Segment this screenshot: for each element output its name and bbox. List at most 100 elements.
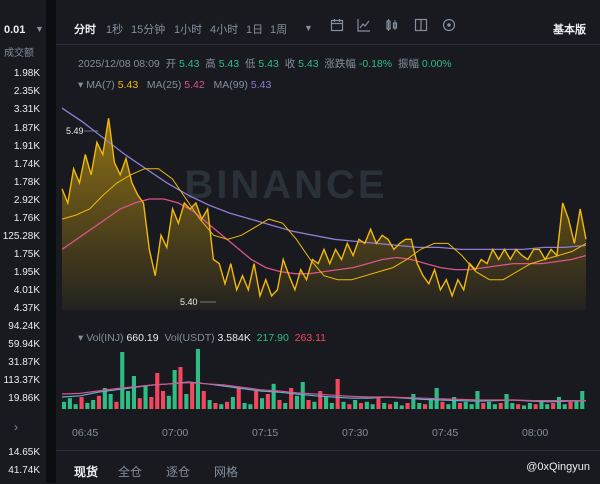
volume-bar: [260, 398, 265, 409]
settings-icon[interactable]: [442, 18, 456, 32]
tab-spot[interactable]: 现货: [74, 465, 99, 479]
volume-bar: [306, 400, 311, 409]
candlestick-icon[interactable]: [385, 18, 399, 32]
time-tick-label: 07:00: [162, 427, 189, 439]
sidebar-volume-value: 1.98K: [13, 68, 40, 79]
sidebar-volume-value: 59.94K: [8, 339, 40, 350]
sidebar-volume-value: 125.28K: [2, 231, 40, 242]
volume-bar: [510, 403, 515, 409]
volume-sidebar: 0.01 ▼ 成交额 1.98K 2.35K 3.31K 1.87K 1.91K 1.74…: [0, 0, 46, 483]
volume-bar: [533, 404, 538, 409]
volume-bar: [382, 403, 387, 409]
volume-bar: [85, 403, 90, 409]
volume-bar: [178, 367, 183, 409]
tab-isolated[interactable]: 逐仓: [166, 465, 191, 479]
volume-bar: [399, 405, 404, 409]
bottom-tabs: 现货 全仓 逐仓 网格 @0xQingyun: [56, 450, 600, 484]
chart-panel: 分时 1秒 15分钟 1小时 4小时 1日 1周 ▼: [56, 0, 600, 483]
volume-bar: [184, 394, 189, 409]
tab-1h[interactable]: 1小时: [174, 24, 203, 36]
volume-bar: [423, 404, 428, 409]
volume-bar: [190, 382, 195, 409]
volume-bar: [283, 403, 288, 409]
ma-legend: ▾ MA(7) 5.43 MA(25) 5.42 MA(99) 5.43: [78, 79, 272, 91]
sidebar-volume-value: 41.74K: [8, 465, 40, 476]
volume-bar: [213, 403, 218, 409]
chevron-down-icon[interactable]: ▼: [35, 24, 44, 34]
volume-bar: [126, 391, 131, 409]
volume-bar: [207, 400, 212, 409]
volume-bar: [67, 398, 72, 409]
basic-version-button[interactable]: 基本版: [553, 24, 586, 36]
volume-bar: [79, 397, 84, 409]
volume-bar: [102, 388, 107, 409]
volume-bar: [120, 352, 125, 409]
volume-bar: [516, 404, 521, 409]
volume-bar: [347, 404, 352, 409]
volume-bar: [388, 404, 393, 409]
layout-icon[interactable]: [414, 18, 428, 32]
indicator-icon[interactable]: [357, 18, 371, 32]
sidebar-volume-value: 2.92K: [13, 195, 40, 206]
datetime: 2025/12/08 08:09: [78, 58, 160, 70]
volume-bar: [527, 403, 532, 409]
volume-bar: [539, 401, 544, 409]
volume-bar: [341, 401, 346, 409]
tab-cross[interactable]: 全仓: [118, 465, 143, 479]
ma25-line: [61, 198, 587, 275]
volume-bar: [370, 404, 375, 409]
sidebar-header: 成交额: [4, 48, 34, 59]
tab-grid[interactable]: 网格: [214, 465, 239, 479]
volume-bar: [265, 394, 270, 409]
volume-bar: [131, 376, 136, 409]
chevron-down-icon[interactable]: ▼: [304, 23, 313, 33]
ma7-line: [61, 168, 587, 281]
volume-bar: [161, 391, 166, 409]
volume-bar: [522, 405, 527, 409]
time-tick-label: 07:15: [252, 427, 279, 439]
calendar-icon[interactable]: [330, 18, 344, 32]
volume-bar: [114, 401, 119, 409]
volume-bar: [335, 379, 340, 409]
volume-bar: [294, 395, 299, 409]
tab-timeline[interactable]: 分时: [74, 24, 96, 36]
volume-bar: [254, 391, 259, 409]
binance-watermark: BINANCE: [184, 163, 387, 207]
tab-4h[interactable]: 4小时: [210, 24, 239, 36]
price-area: [62, 118, 586, 310]
volume-bar: [481, 403, 486, 409]
volume-bar: [236, 388, 241, 409]
volume-bar: [225, 401, 230, 409]
tab-1s[interactable]: 1秒: [106, 24, 124, 36]
volume-bar: [358, 403, 363, 409]
high-marker: 5.49: [66, 126, 84, 136]
ohlc-info: 2025/12/08 08:09 开 5.43 高 5.43 低 5.43 收 …: [78, 58, 452, 70]
tab-1d[interactable]: 1日: [246, 24, 264, 36]
author-credit: @0xQingyun: [526, 461, 590, 473]
time-tick-label: 07:30: [342, 427, 369, 439]
volume-bar: [393, 401, 398, 409]
volume-bar: [219, 404, 224, 409]
volume-bar: [271, 383, 276, 409]
volume-bar: [300, 382, 305, 409]
sidebar-volume-value: 1.75K: [13, 249, 40, 260]
tab-1w[interactable]: 1周: [270, 24, 288, 36]
volume-bar: [318, 391, 323, 409]
volume-bar: [277, 400, 282, 409]
volume-bar: [195, 349, 200, 409]
sidebar-volume-value: 113.37K: [3, 375, 40, 386]
volume-bar: [405, 403, 410, 409]
volume-bar: [172, 370, 177, 409]
precision-value[interactable]: 0.01: [4, 24, 26, 36]
volume-bar: [376, 398, 381, 409]
volume-bar: [324, 397, 329, 409]
sidebar-volume-value: 31.87K: [8, 357, 40, 368]
volume-chart[interactable]: [56, 345, 600, 413]
sidebar-volume-value: 2.35K: [13, 86, 40, 97]
volume-bar: [492, 404, 497, 409]
chevron-right-icon[interactable]: ›: [14, 420, 18, 434]
sidebar-volume-value: 1.91K: [13, 141, 40, 152]
price-chart[interactable]: BINANCE 5.49 5.40: [56, 90, 600, 325]
volume-bar: [149, 397, 154, 409]
tab-15m[interactable]: 15分钟: [131, 24, 166, 36]
